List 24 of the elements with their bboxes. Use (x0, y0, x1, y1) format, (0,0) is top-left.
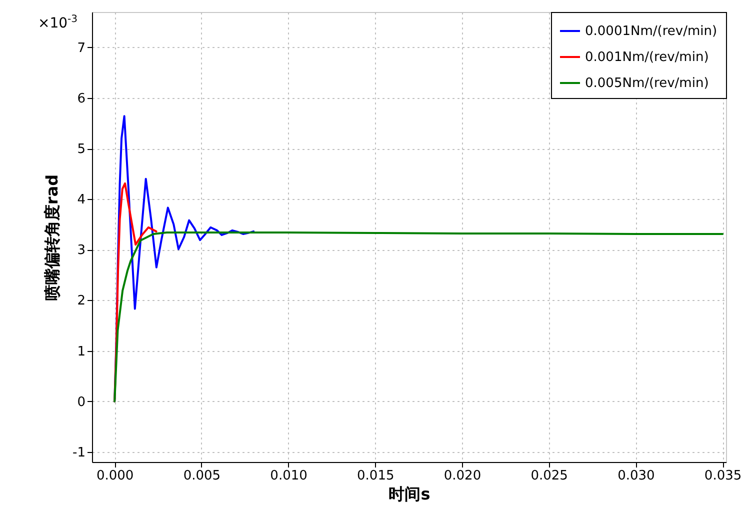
y-tick-label: 0 (77, 394, 86, 410)
y-tick-label: 5 (77, 142, 86, 158)
y-tick-label: -1 (72, 445, 86, 460)
text: ×10$^{-3}$ (38, 14, 78, 32)
y-tick-label: 4 (77, 192, 86, 208)
legend-label: 0.0001Nm/(rev/min) (585, 24, 718, 39)
y-axis-title: 喷嘴偏转角度rad (42, 174, 62, 301)
x-tick-label: 0.020 (444, 468, 482, 484)
legend-label: 0.005Nm/(rev/min) (585, 76, 709, 91)
x-tick-label: 0.030 (618, 468, 655, 484)
legend-label: 0.001Nm/(rev/min) (585, 50, 709, 65)
x-tick-label: 0.025 (530, 468, 568, 484)
line-series (114, 231, 724, 402)
y-tick-label: 6 (77, 91, 86, 106)
x-axis-title: 时间s (388, 484, 430, 504)
y-tick-label: 1 (77, 344, 86, 360)
y-tick-label: 3 (77, 243, 86, 258)
y-tick-label: 7 (77, 40, 86, 56)
x-tick-label: 0.015 (357, 468, 394, 484)
x-tick-label: 0.035 (704, 468, 742, 484)
y-tick-label: 2 (77, 294, 86, 309)
x-tick-label: 0.010 (270, 468, 308, 484)
x-tick-label: 0.000 (96, 468, 134, 484)
x-tick-label: 0.005 (183, 468, 221, 484)
